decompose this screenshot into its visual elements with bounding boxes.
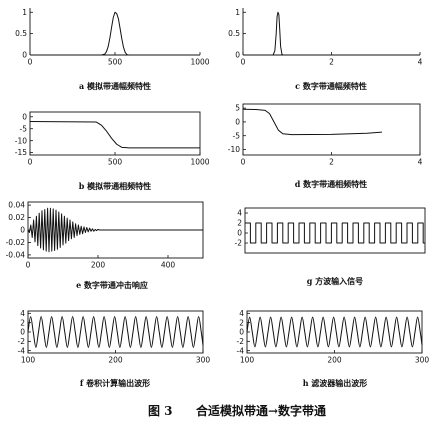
figure-title: 合适模拟带通→数字带通 — [196, 403, 326, 418]
panel-e: 0 200 400 0.04 0.02 0 -0.02 -0.04 e 数字带通冲击响应 — [6, 201, 204, 290]
y-tick-label: 0 — [235, 51, 240, 60]
x-tick-label: 200 — [327, 356, 342, 365]
y-tick-label: -4 — [18, 346, 26, 355]
y-tick-label: 0 — [20, 328, 25, 337]
panel-caption: c 数字带通幅频特性 — [295, 81, 367, 91]
x-tick-label: 0 — [241, 158, 246, 167]
series-line — [242, 108, 382, 136]
y-tick-label: -10 — [15, 136, 27, 145]
series-line — [243, 11, 382, 56]
x-tick-label: 4 — [418, 158, 423, 167]
x-tick-label: 0 — [241, 58, 246, 67]
plot-frame — [244, 207, 426, 254]
series-line — [27, 316, 204, 348]
panel-caption: h 滤波器输出波形 — [303, 378, 368, 388]
panel-a: 0 500 1000 1 0.5 0 a 模拟带通幅频特性 — [15, 8, 210, 91]
panel-c: 0 2 4 1 0.5 0 c 数字带通幅频特性 — [228, 8, 423, 91]
y-tick-label: -5 — [233, 131, 241, 140]
x-tick-label: 0 — [28, 58, 33, 67]
y-tick-label: -2 — [235, 239, 243, 248]
y-tick-label: 0.5 — [15, 29, 27, 38]
y-tick-label: 0.02 — [8, 213, 25, 222]
series-line — [30, 11, 200, 56]
y-tick-label: -4 — [237, 346, 245, 355]
x-tick-label: 300 — [196, 356, 211, 365]
series-line — [29, 121, 200, 149]
y-tick-label: 1 — [22, 8, 27, 17]
y-tick-label: 0 — [239, 328, 244, 337]
x-tick-label: 300 — [415, 356, 430, 365]
y-tick-label: 4 — [237, 209, 242, 218]
y-tick-label: 0.04 — [8, 201, 25, 210]
y-tick-label: 0 — [22, 112, 27, 121]
panel-caption: f 卷积计算输出波形 — [80, 378, 150, 388]
y-tick-label: 4 — [239, 309, 244, 318]
y-tick-label: -10 — [228, 145, 240, 154]
x-tick-label: 0 — [26, 261, 31, 270]
x-tick-label: 500 — [108, 158, 123, 167]
figure-caption: 图 3 合适模拟带通→数字带通 — [148, 403, 326, 418]
y-tick-label: 0 — [20, 226, 25, 235]
y-tick-label: 4 — [20, 309, 25, 318]
x-tick-label: 1000 — [190, 58, 209, 67]
plot-frame — [29, 111, 201, 156]
figure-number: 图 3 — [148, 404, 173, 418]
x-tick-label: 100 — [240, 356, 255, 365]
y-tick-label: 0 — [235, 118, 240, 127]
y-tick-label: 2 — [237, 219, 242, 228]
y-tick-label: -2 — [237, 337, 245, 346]
x-tick-label: 400 — [161, 261, 176, 270]
y-tick-label: 1 — [235, 8, 240, 17]
panel-b: 0 500 1000 0 -5 -10 -15 b 模拟带通相频特性 — [15, 111, 210, 191]
y-tick-label: 2 — [20, 318, 25, 327]
y-tick-label: -15 — [15, 148, 27, 157]
series-line — [27, 207, 203, 253]
y-tick-label: 0.5 — [228, 29, 240, 38]
panel-caption: g 方波输入信号 — [307, 276, 363, 286]
x-tick-label: 500 — [108, 58, 123, 67]
y-tick-label: -0.02 — [6, 238, 26, 247]
panel-f: 100 200 300 420-2-4 f 卷积计算输出波形 — [18, 309, 211, 388]
panel-g: 420-2 g 方波输入信号 — [235, 207, 426, 286]
panel-caption: b 模拟带通相频特性 — [79, 181, 151, 191]
panel-caption: d 数字带通相频特性 — [295, 179, 367, 189]
y-tick-label: 0 — [237, 229, 242, 238]
x-tick-label: 200 — [91, 261, 106, 270]
series-line — [245, 222, 425, 244]
y-tick-label: -5 — [20, 124, 28, 133]
x-tick-label: 0 — [28, 158, 33, 167]
panel-caption: a 模拟带通幅频特性 — [79, 81, 151, 91]
y-tick-label: 0 — [22, 51, 27, 60]
y-tick-label: 2 — [239, 318, 244, 327]
panel-d: 0 2 4 5 0 -5 -10 d 数字带通相频特性 — [228, 103, 423, 189]
y-tick-label: 5 — [235, 104, 240, 113]
plot-frame — [242, 103, 421, 156]
y-tick-label: -2 — [18, 337, 26, 346]
panel-h: 100 200 300 420-2-4 h 滤波器输出波形 — [237, 309, 430, 388]
x-tick-label: 100 — [21, 356, 36, 365]
x-tick-label: 2 — [329, 58, 334, 67]
x-tick-label: 4 — [418, 58, 423, 67]
y-tick-label: -0.04 — [6, 250, 26, 259]
series-line — [246, 316, 423, 348]
x-tick-label: 1000 — [190, 158, 209, 167]
x-tick-label: 2 — [329, 158, 334, 167]
panel-caption: e 数字带通冲击响应 — [76, 280, 148, 290]
x-tick-label: 200 — [108, 356, 123, 365]
